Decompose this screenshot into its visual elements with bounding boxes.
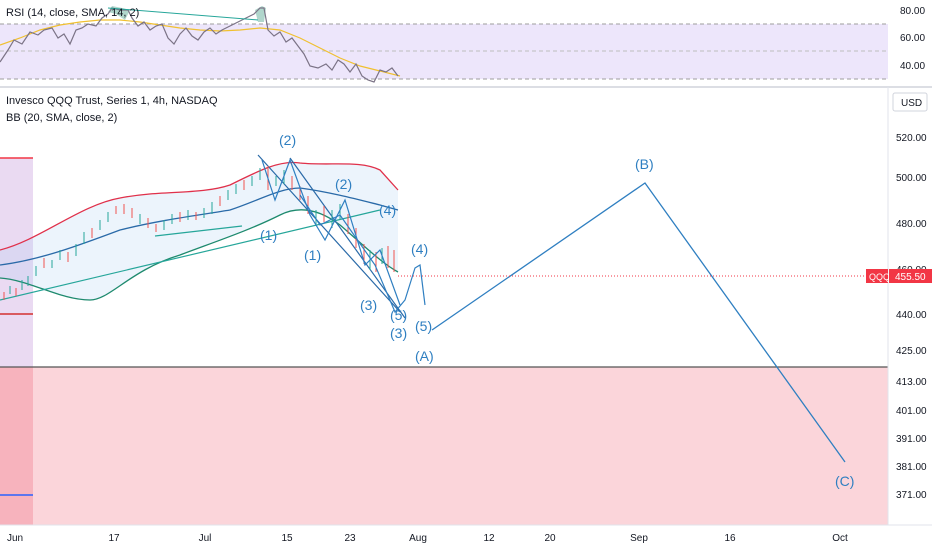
time-label-20: 20 [544,533,556,544]
rsi-tick-40: 40.00 [900,61,925,72]
rsi-legend[interactable]: RSI (14, close, SMA, 14, 2) [6,7,139,19]
rsi-tick-80: 80.00 [900,6,925,17]
rsi-line [0,7,399,83]
wave-abc-line[interactable] [431,182,846,463]
price-tick-371: 371.00 [896,490,927,501]
time-label-12: 12 [483,533,495,544]
wave-label-5a[interactable]: (5) [390,307,407,323]
wave-label-4b[interactable]: (4) [411,241,428,257]
price-tick-391: 391.00 [896,434,927,445]
rsi-sma-line [0,19,401,77]
price-tick-381: 381.00 [896,462,927,473]
left-red-zone [0,367,33,525]
rsi-divergence-line [107,7,259,21]
wave-label-3a[interactable]: (3) [360,297,377,313]
time-label-oct: Oct [832,533,848,544]
wave-label-3b[interactable]: (3) [390,325,407,341]
price-tick-480: 480.00 [896,219,927,230]
wave-label-B[interactable]: (B) [635,156,654,172]
price-tick-440: 440.00 [896,310,927,321]
currency-label: USD [901,98,922,109]
trend-line-2[interactable] [154,225,243,237]
bb-basis-line [0,187,399,266]
wave-label-4a[interactable]: (4) [379,202,396,218]
red-zone [0,367,888,525]
price-tick-401: 401.00 [896,406,927,417]
wave-label-2a[interactable]: (2) [279,132,296,148]
symbol-tag [866,269,888,283]
bb-upper-line [0,161,399,251]
elliott-waves[interactable] [261,158,846,463]
wave-label-1a[interactable]: (1) [260,227,277,243]
main-legend-title[interactable]: Invesco QQQ Trust, Series 1, 4h, NASDAQ [6,95,218,107]
price-tick-500: 500.00 [896,173,927,184]
price-axis[interactable]: USD 520.00 500.00 480.00 460.00 440.00 4… [887,87,928,525]
wave-subpath-2[interactable] [299,194,426,314]
wave-labels: (2) (2) (4) (1) (1) (4) (3) (5) (3) (5) … [260,132,854,489]
time-label-16: 16 [724,533,736,544]
wave-label-1b[interactable]: (1) [304,247,321,263]
wave-label-C[interactable]: (C) [835,473,854,489]
time-label-15: 15 [281,533,293,544]
time-axis[interactable]: Jun 17 Jul 15 23 Aug 12 20 Sep 16 Oct [0,524,932,544]
time-label-jul: Jul [199,533,212,544]
wave-label-5b[interactable]: (5) [415,318,432,334]
currency-button[interactable] [892,92,928,112]
rsi-pane [0,6,888,83]
time-label-aug: Aug [409,533,427,544]
price-tag-value: 455.50 [895,272,926,283]
symbol-tag-label: QQQ [869,272,890,282]
bb-lower-line [0,209,399,301]
time-label-23: 23 [344,533,356,544]
price-tick-413: 413.00 [896,377,927,388]
wave-subpath-1[interactable] [261,158,401,306]
wave-label-A[interactable]: (A) [415,348,434,364]
rsi-tick-60: 60.00 [900,33,925,44]
price-tag [889,269,932,283]
price-tick-425: 425.00 [896,346,927,357]
rsi-axis: 80.00 60.00 40.00 [900,6,925,72]
wave-label-2b[interactable]: (2) [335,176,352,192]
time-label-17: 17 [108,533,120,544]
time-label-sep: Sep [630,533,648,544]
bb-legend[interactable]: BB (20, SMA, close, 2) [6,112,118,124]
price-tick-520: 520.00 [896,133,927,144]
time-label-jun: Jun [7,533,23,544]
